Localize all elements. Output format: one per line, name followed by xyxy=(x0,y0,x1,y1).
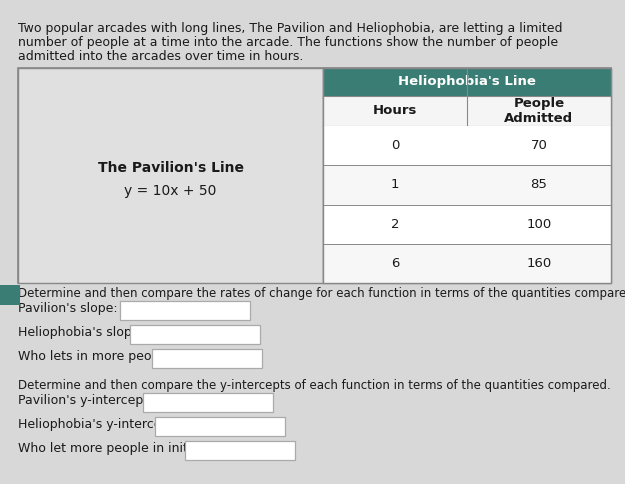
FancyBboxPatch shape xyxy=(152,349,262,368)
Text: admitted into the arcades over time in hours.: admitted into the arcades over time in h… xyxy=(18,50,303,63)
FancyBboxPatch shape xyxy=(323,68,611,96)
Text: 6: 6 xyxy=(391,257,399,270)
Text: Heliophobia's slope:: Heliophobia's slope: xyxy=(18,326,144,339)
FancyBboxPatch shape xyxy=(323,96,611,126)
FancyBboxPatch shape xyxy=(18,68,611,283)
FancyBboxPatch shape xyxy=(143,393,273,412)
Text: 7: 7 xyxy=(6,288,14,302)
FancyBboxPatch shape xyxy=(130,325,260,344)
Text: y = 10x + 50: y = 10x + 50 xyxy=(124,183,217,197)
FancyBboxPatch shape xyxy=(323,126,611,165)
Text: Determine and then compare the rates of change for each function in terms of the: Determine and then compare the rates of … xyxy=(18,287,625,300)
FancyBboxPatch shape xyxy=(323,205,611,244)
Text: ∨: ∨ xyxy=(278,445,285,455)
FancyBboxPatch shape xyxy=(18,68,323,283)
FancyBboxPatch shape xyxy=(155,417,285,436)
Text: Determine and then compare the y-intercepts of each function in terms of the qua: Determine and then compare the y-interce… xyxy=(18,379,611,392)
FancyBboxPatch shape xyxy=(323,68,611,283)
Text: Heliophobia's Line: Heliophobia's Line xyxy=(398,76,536,89)
Text: Two popular arcades with long lines, The Pavilion and Heliophobia, are letting a: Two popular arcades with long lines, The… xyxy=(18,22,562,35)
Text: 70: 70 xyxy=(531,139,548,152)
Text: 85: 85 xyxy=(531,179,548,191)
Text: Heliophobia's y-intercept: Heliophobia's y-intercept xyxy=(18,418,174,431)
FancyBboxPatch shape xyxy=(323,244,611,283)
FancyBboxPatch shape xyxy=(0,285,20,305)
Text: Pavilion's slope:: Pavilion's slope: xyxy=(18,302,118,315)
Text: 1: 1 xyxy=(391,179,399,191)
Text: Who lets in more people?: Who lets in more people? xyxy=(18,350,177,363)
Text: Hours: Hours xyxy=(372,105,418,118)
FancyBboxPatch shape xyxy=(323,165,611,205)
Text: 0: 0 xyxy=(391,139,399,152)
Text: Who let more people in initially?: Who let more people in initially? xyxy=(18,442,220,455)
Text: 160: 160 xyxy=(526,257,552,270)
Text: 2: 2 xyxy=(391,218,399,230)
FancyBboxPatch shape xyxy=(120,301,250,320)
Text: ∨: ∨ xyxy=(244,353,252,363)
Text: People
Admitted: People Admitted xyxy=(504,97,574,125)
Text: The Pavilion's Line: The Pavilion's Line xyxy=(98,161,244,175)
Text: 100: 100 xyxy=(526,218,552,230)
Text: Pavilion's y-intercept: Pavilion's y-intercept xyxy=(18,394,148,407)
FancyBboxPatch shape xyxy=(185,441,295,460)
Text: number of people at a time into the arcade. The functions show the number of peo: number of people at a time into the arca… xyxy=(18,36,558,49)
